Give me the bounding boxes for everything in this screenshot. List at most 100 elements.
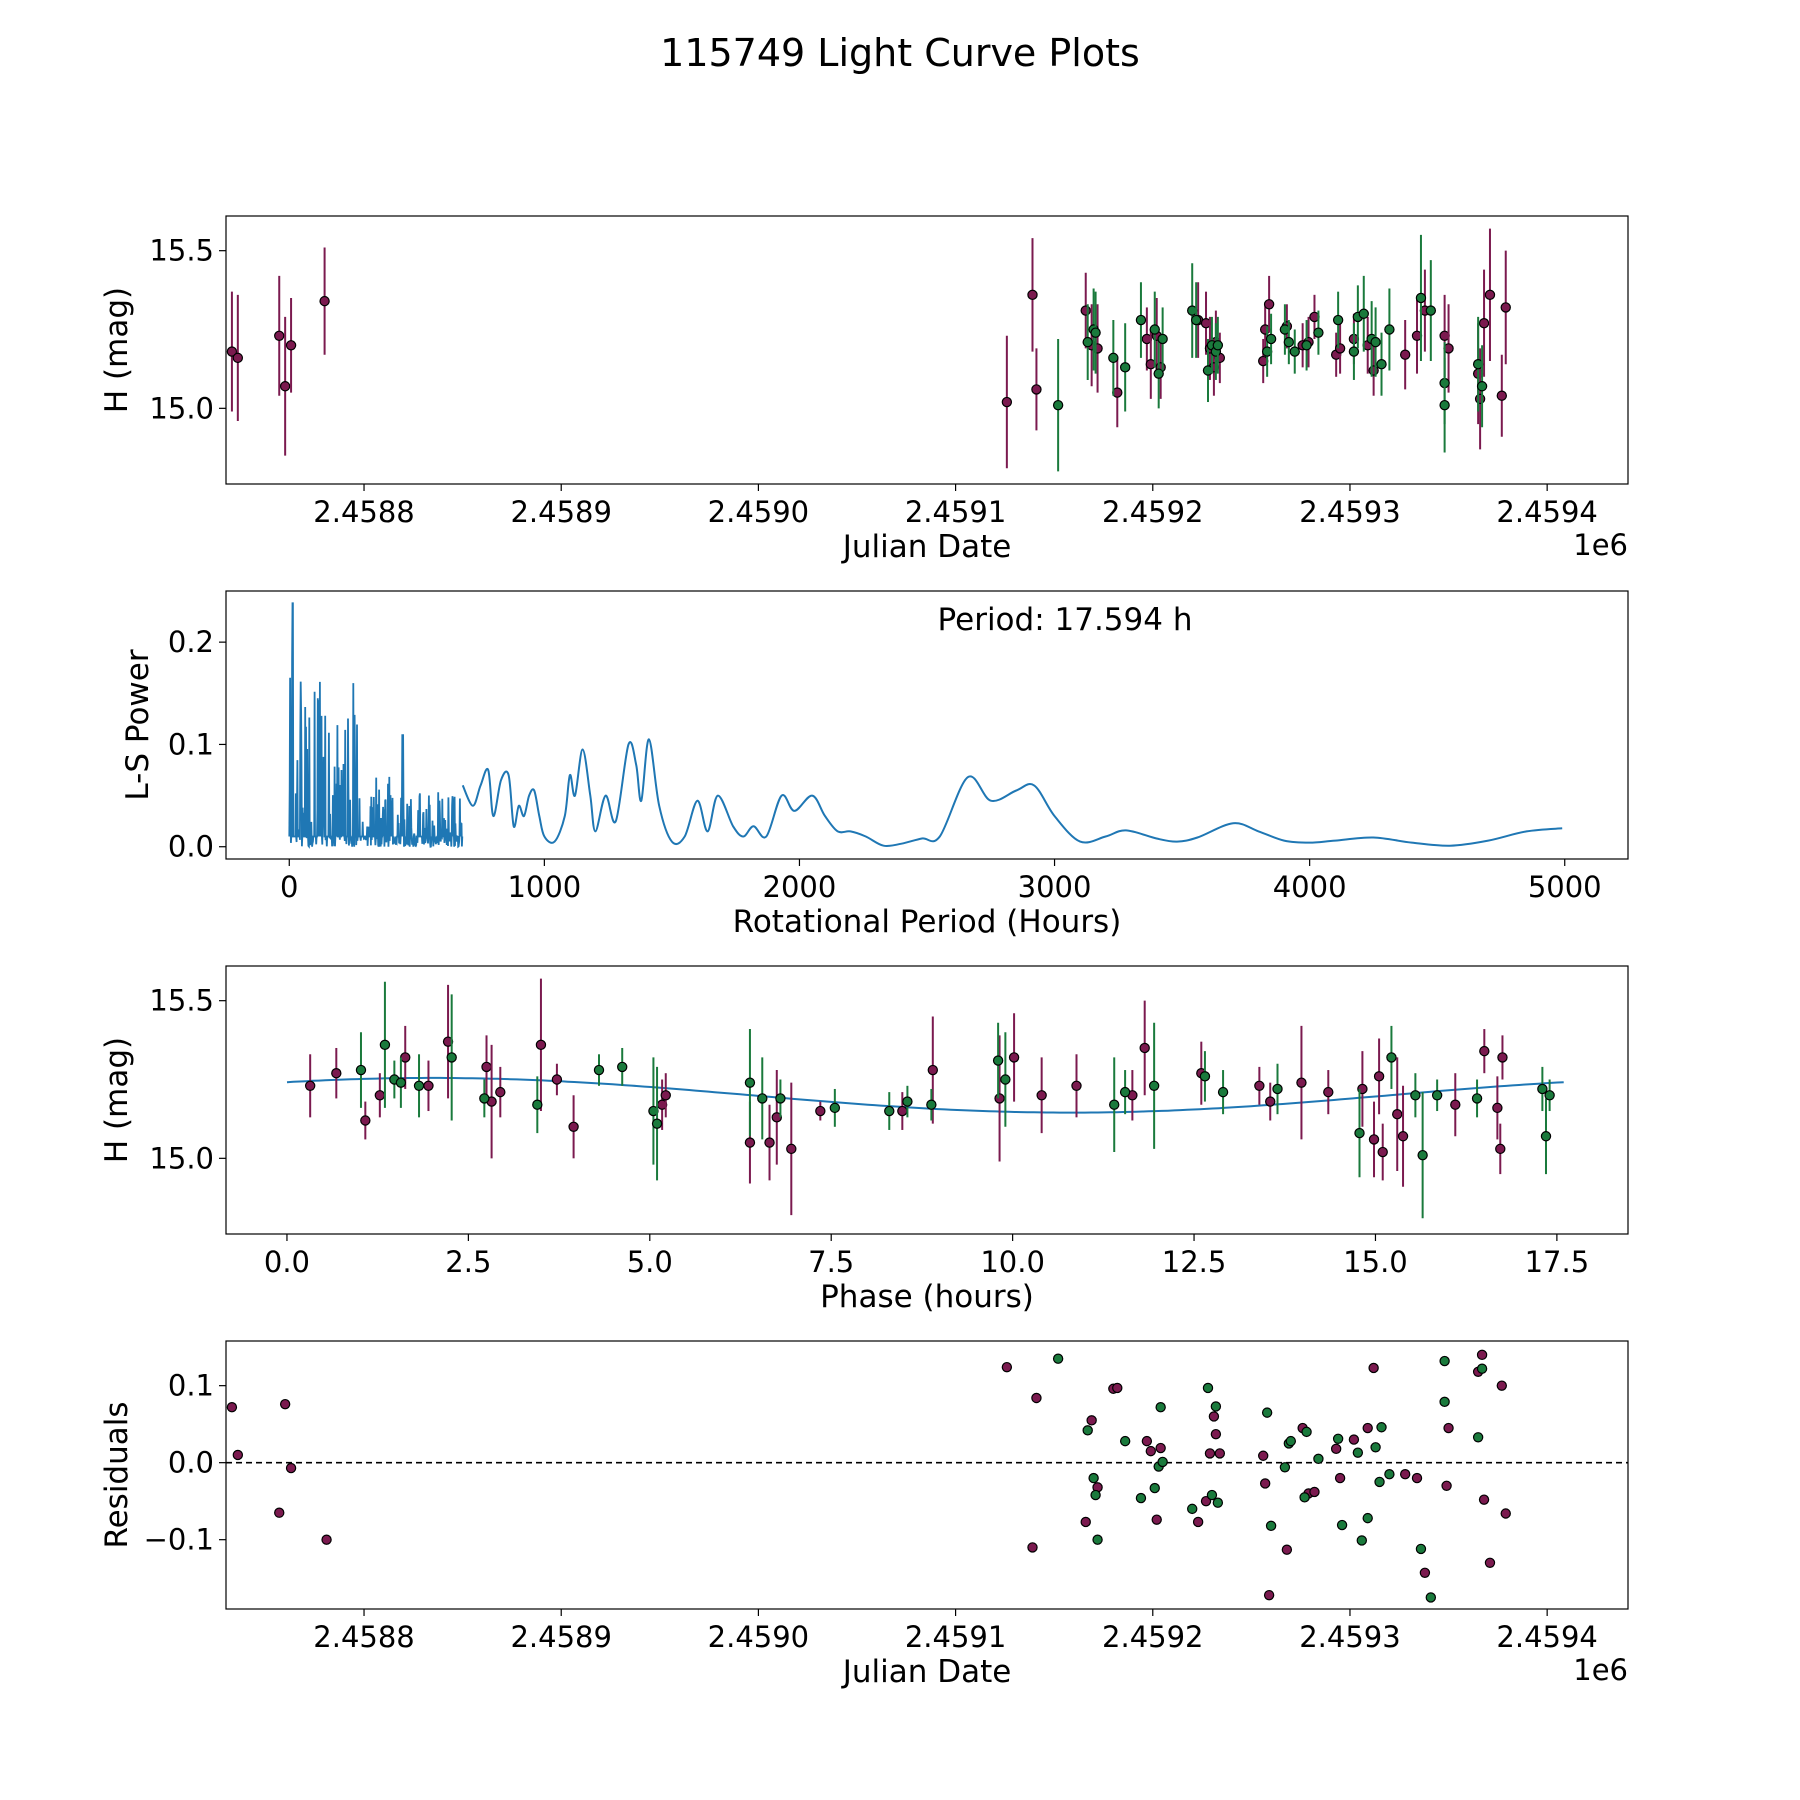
residuals-point [1472, 1432, 1484, 1443]
residuals-panel: 2.4588 2.4589 2.4590 2.4591 2.4592 2.4593 2.45… [99, 1340, 1629, 1690]
phased-point [355, 1064, 367, 1076]
lightcurve-point [1135, 314, 1147, 326]
phased-point [786, 1143, 797, 1155]
phased-point [1497, 1052, 1508, 1063]
phased-ylabel: H (mag) [99, 1037, 135, 1163]
phased-point [331, 1067, 342, 1079]
figure-title: 115749 Light Curve Plots [660, 31, 1140, 75]
periodogram-forest-line [288, 602, 464, 849]
lightcurve-point [1332, 314, 1344, 326]
periodogram-ytick-label: 0.2 [168, 625, 214, 659]
lightcurve-point [1313, 327, 1324, 338]
lightcurve-point [1080, 305, 1091, 316]
phased-point [815, 1105, 826, 1117]
residuals-xtick-label: 2.4591 [905, 1620, 1006, 1654]
residuals-point [1090, 1489, 1101, 1501]
residuals-point [274, 1507, 285, 1518]
phased-point [1397, 1131, 1409, 1142]
lightcurve-point [1399, 349, 1411, 360]
periodogram-xtick-label: 2000 [763, 870, 837, 904]
phased-point [1071, 1080, 1082, 1092]
phased-point [360, 1115, 371, 1126]
phased-ytick-label: 15.5 [149, 984, 214, 1018]
residuals-point [1441, 1480, 1452, 1491]
residuals-point [1368, 1362, 1379, 1374]
periodogram-panel: 0 1000 2000 3000 4000 5000 0.0 0.1 0.2 Period: 1… [120, 590, 1629, 940]
residuals-point [1439, 1355, 1450, 1367]
lightcurve-point [1301, 340, 1312, 351]
periodogram-ytick-label: 0.0 [168, 830, 214, 864]
residuals-point [1362, 1422, 1373, 1434]
phased-point [446, 1052, 457, 1063]
residuals-point [1119, 1435, 1131, 1447]
phased-point [1431, 1090, 1443, 1101]
residuals-point [1334, 1472, 1346, 1484]
residuals-point [1155, 1402, 1166, 1413]
lightcurve-ylabel: H (mag) [99, 287, 135, 413]
lightcurve-xtick-label: 2.4593 [1299, 495, 1400, 529]
phased-point [1323, 1086, 1334, 1098]
residuals-point [1330, 1443, 1342, 1455]
residuals-point [1086, 1415, 1097, 1426]
phased-xtick-label: 5.0 [627, 1245, 673, 1279]
phased-point [1479, 1045, 1490, 1057]
phased-panel: 0.0 2.5 5.0 7.5 10.0 12.5 15.0 17.5 15.0 15.5 Pha… [99, 965, 1629, 1315]
lightcurve-point [1052, 399, 1064, 411]
phased-frame [225, 965, 1629, 1235]
phased-point [1119, 1086, 1131, 1098]
residuals-xlabel: Julian Date [841, 1654, 1012, 1690]
phased-point [1471, 1093, 1483, 1104]
phased-xtick-label: 10.0 [980, 1245, 1045, 1279]
residuals-point [1476, 1363, 1488, 1374]
residuals-point [1258, 1450, 1269, 1461]
residuals-point [1155, 1442, 1166, 1454]
lightcurve-ytick-label: 15.0 [149, 391, 214, 425]
residuals-point [1261, 1407, 1273, 1418]
lightcurve-xtick-label: 2.4588 [313, 495, 414, 529]
residuals-xtick-label: 2.4592 [1102, 1620, 1203, 1654]
lightcurve-panel: 2.4588 2.4589 2.4590 2.4591 2.4592 2.4593 2.45… [99, 215, 1629, 565]
phased-point [479, 1093, 490, 1104]
lightcurve-point [1496, 390, 1508, 401]
residuals-point [1092, 1534, 1103, 1545]
residuals-point [321, 1534, 332, 1545]
residuals-point [1265, 1520, 1277, 1532]
phased-point [1392, 1108, 1403, 1120]
phased-point [1417, 1149, 1428, 1161]
periodogram-ylabel: L-S Power [120, 649, 156, 800]
lightcurve-plot-area [226, 228, 1511, 472]
residuals-xtick-label: 2.4593 [1299, 1620, 1400, 1654]
phased-point [660, 1090, 671, 1101]
phased-point [1377, 1146, 1388, 1158]
phased-point [1410, 1090, 1421, 1101]
phased-point [992, 1055, 1004, 1066]
lightcurve-xtick-label: 2.4589 [510, 495, 611, 529]
lightcurve-point [232, 352, 244, 364]
periodogram-annotation: Period: 17.594 h [938, 602, 1193, 638]
lightcurve-point [1283, 336, 1295, 348]
phased-point [651, 1118, 663, 1129]
residuals-point [1299, 1492, 1310, 1503]
lightcurve-point [1149, 324, 1160, 335]
lightcurve-point [1031, 384, 1042, 395]
residuals-ytick-label: 0.1 [168, 1369, 214, 1403]
residuals-point [1208, 1411, 1220, 1422]
residuals-point [1484, 1557, 1496, 1568]
lightcurve-xtick-label: 2.4592 [1102, 495, 1203, 529]
phased-xtick-label: 2.5 [445, 1245, 491, 1279]
phased-point [1544, 1090, 1555, 1101]
phased-point [1495, 1143, 1506, 1155]
residuals-point [1443, 1422, 1454, 1434]
phased-point [1109, 1099, 1120, 1110]
lightcurve-ytick-label: 15.5 [149, 234, 214, 268]
residuals-point [1206, 1489, 1218, 1501]
residuals-point [1336, 1519, 1348, 1531]
lightcurve-point [1108, 352, 1119, 364]
lightcurve-ticks: 2.4588 2.4589 2.4590 2.4591 2.4592 2.4593 2.45… [149, 234, 1597, 529]
phased-point [1450, 1099, 1461, 1110]
residuals-point [1419, 1567, 1431, 1579]
residuals-point [1088, 1472, 1099, 1484]
residuals-point [1313, 1453, 1324, 1465]
residuals-point [1362, 1512, 1373, 1524]
phased-point [1354, 1127, 1365, 1139]
